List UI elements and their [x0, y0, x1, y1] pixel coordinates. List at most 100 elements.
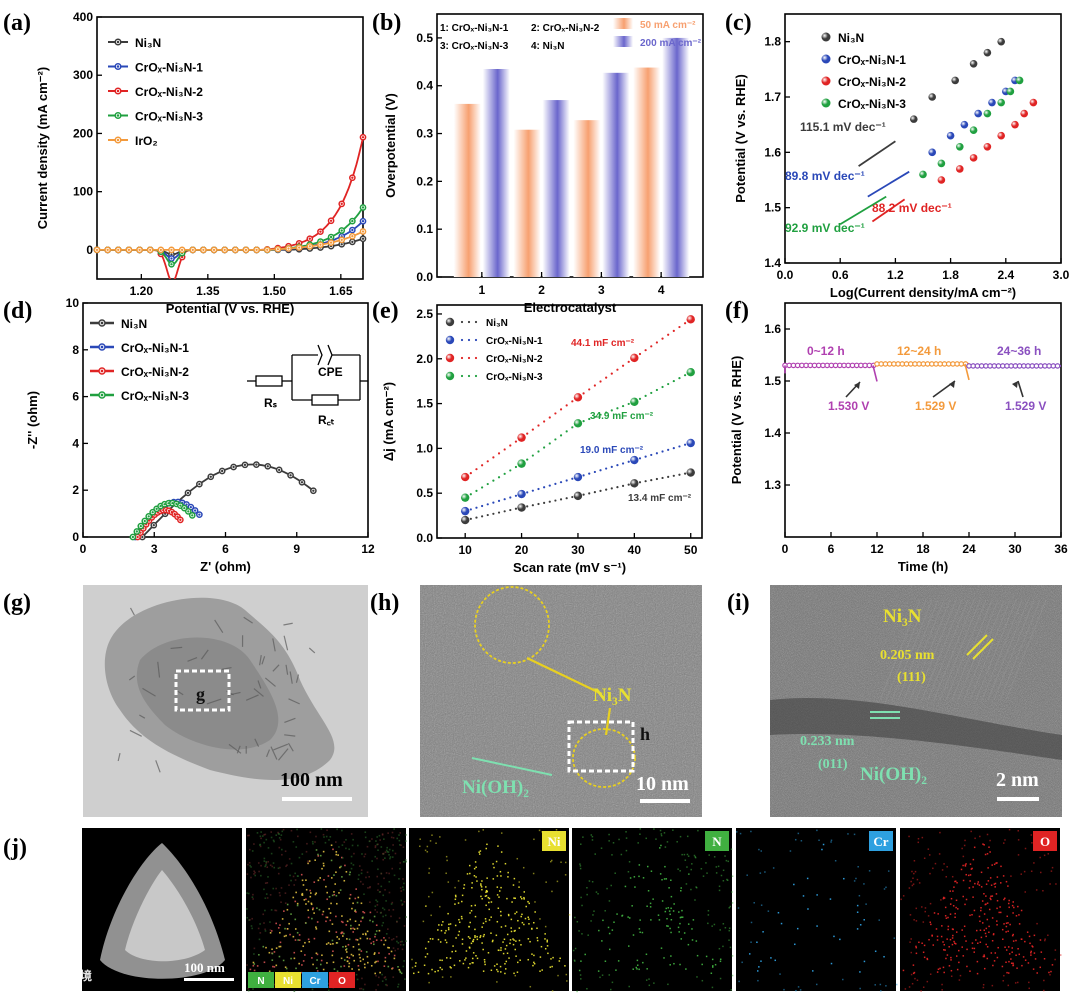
overlay-pixel — [358, 948, 360, 951]
element-pixel — [815, 983, 818, 986]
overlay-pixel — [275, 964, 278, 967]
element-pixel — [821, 848, 823, 851]
overlay-pixel — [273, 983, 275, 986]
element-pixel — [1003, 842, 1005, 844]
overlay-pixel — [374, 935, 376, 938]
overlay-pixel — [284, 892, 287, 894]
overlay-pixel — [383, 877, 385, 880]
element-pixel — [973, 909, 976, 912]
data-point — [630, 479, 639, 488]
data-marker-dot — [100, 393, 104, 397]
element-pixel — [679, 922, 681, 925]
fit-dot — [497, 511, 501, 514]
element-pixel — [555, 828, 558, 831]
element-pixel — [710, 972, 713, 975]
data-point — [517, 489, 526, 499]
element-pixel — [1024, 959, 1027, 961]
element-pixel — [498, 949, 500, 952]
element-pixel — [628, 917, 631, 919]
element-pixel — [991, 984, 994, 987]
element-pixel — [1026, 931, 1029, 933]
data-point — [630, 397, 639, 406]
data-marker-dot — [147, 515, 150, 518]
overlay-pixel — [382, 852, 384, 855]
element-pixel — [1036, 972, 1038, 974]
element-pixel — [966, 948, 968, 951]
overlay-pixel — [263, 833, 265, 836]
legend-entry: CrOₓ-Ni₃N-2 — [135, 85, 203, 99]
fit-dot — [672, 447, 675, 450]
element-pixel — [1047, 853, 1050, 855]
fit-dot — [503, 448, 506, 451]
element-pixel — [994, 952, 997, 954]
overlay-pixel — [317, 855, 320, 857]
data-marker-dot — [221, 469, 224, 473]
overlay-pixel — [379, 912, 382, 914]
element-pixel — [859, 987, 861, 990]
element-pixel — [520, 897, 523, 900]
element-pixel — [950, 969, 953, 972]
overlay-pixel — [336, 828, 338, 831]
y-tick-label: 0.5 — [416, 31, 433, 45]
sheet-edge — [285, 664, 289, 675]
element-pixel — [924, 907, 927, 909]
element-pixel — [480, 886, 483, 888]
data-point — [956, 165, 964, 173]
element-pixel — [945, 957, 947, 960]
spacing-marker — [966, 634, 988, 656]
element-pixel — [475, 954, 477, 957]
overlay-pixel — [345, 871, 348, 873]
data-point — [951, 76, 959, 85]
fit-dot — [509, 444, 512, 447]
element-pixel — [974, 882, 976, 885]
overlay-pixel — [333, 874, 335, 876]
element-pixel — [475, 876, 477, 878]
overlay-pixel — [345, 838, 347, 841]
fit-dot — [605, 411, 608, 414]
element-pixel — [961, 946, 963, 948]
overlay-pixel — [392, 976, 395, 978]
overlay-pixel — [259, 923, 261, 925]
element-pixel — [486, 843, 488, 846]
element-pixel — [484, 963, 486, 966]
legend-entry: CrOₓ-Ni₃N-2 — [838, 75, 906, 89]
overlay-pixel — [311, 917, 313, 920]
element-pixel — [986, 833, 989, 836]
element-pixel — [470, 909, 473, 912]
fit-dot — [503, 498, 506, 501]
overlay-pixel — [372, 940, 375, 943]
data-marker-dot — [170, 257, 173, 260]
element-pixel — [495, 934, 498, 937]
overlay-pixel — [350, 855, 353, 858]
element-pixel — [731, 955, 734, 957]
element-pixel — [497, 845, 499, 847]
overlay-pixel — [352, 902, 354, 905]
fit-dot — [650, 391, 653, 395]
overlay-pixel — [340, 957, 343, 960]
element-pixel — [731, 875, 734, 877]
element-pixel — [865, 903, 867, 905]
fit-dot — [548, 484, 551, 487]
element-pixel — [982, 843, 984, 845]
overlay-pixel — [273, 966, 276, 968]
element-pixel — [962, 879, 965, 882]
scale-bar — [184, 978, 234, 981]
element-badge — [542, 831, 566, 851]
lattice-fringe — [879, 599, 921, 701]
element-pixel — [944, 949, 946, 951]
overlay-pixel — [247, 989, 250, 992]
element-pixel — [474, 928, 476, 931]
element-pixel — [715, 866, 718, 868]
element-pixel — [521, 913, 523, 916]
overlay-pixel — [355, 911, 357, 913]
element-pixel — [730, 848, 733, 850]
plot-frame — [784, 302, 1062, 538]
element-pixel — [551, 859, 553, 862]
sheet-edge — [129, 607, 135, 616]
element-pixel — [912, 877, 914, 879]
data-point — [1011, 120, 1019, 129]
element-pixel — [800, 840, 803, 842]
element-pixel — [1006, 971, 1008, 974]
element-pixel — [959, 974, 962, 977]
